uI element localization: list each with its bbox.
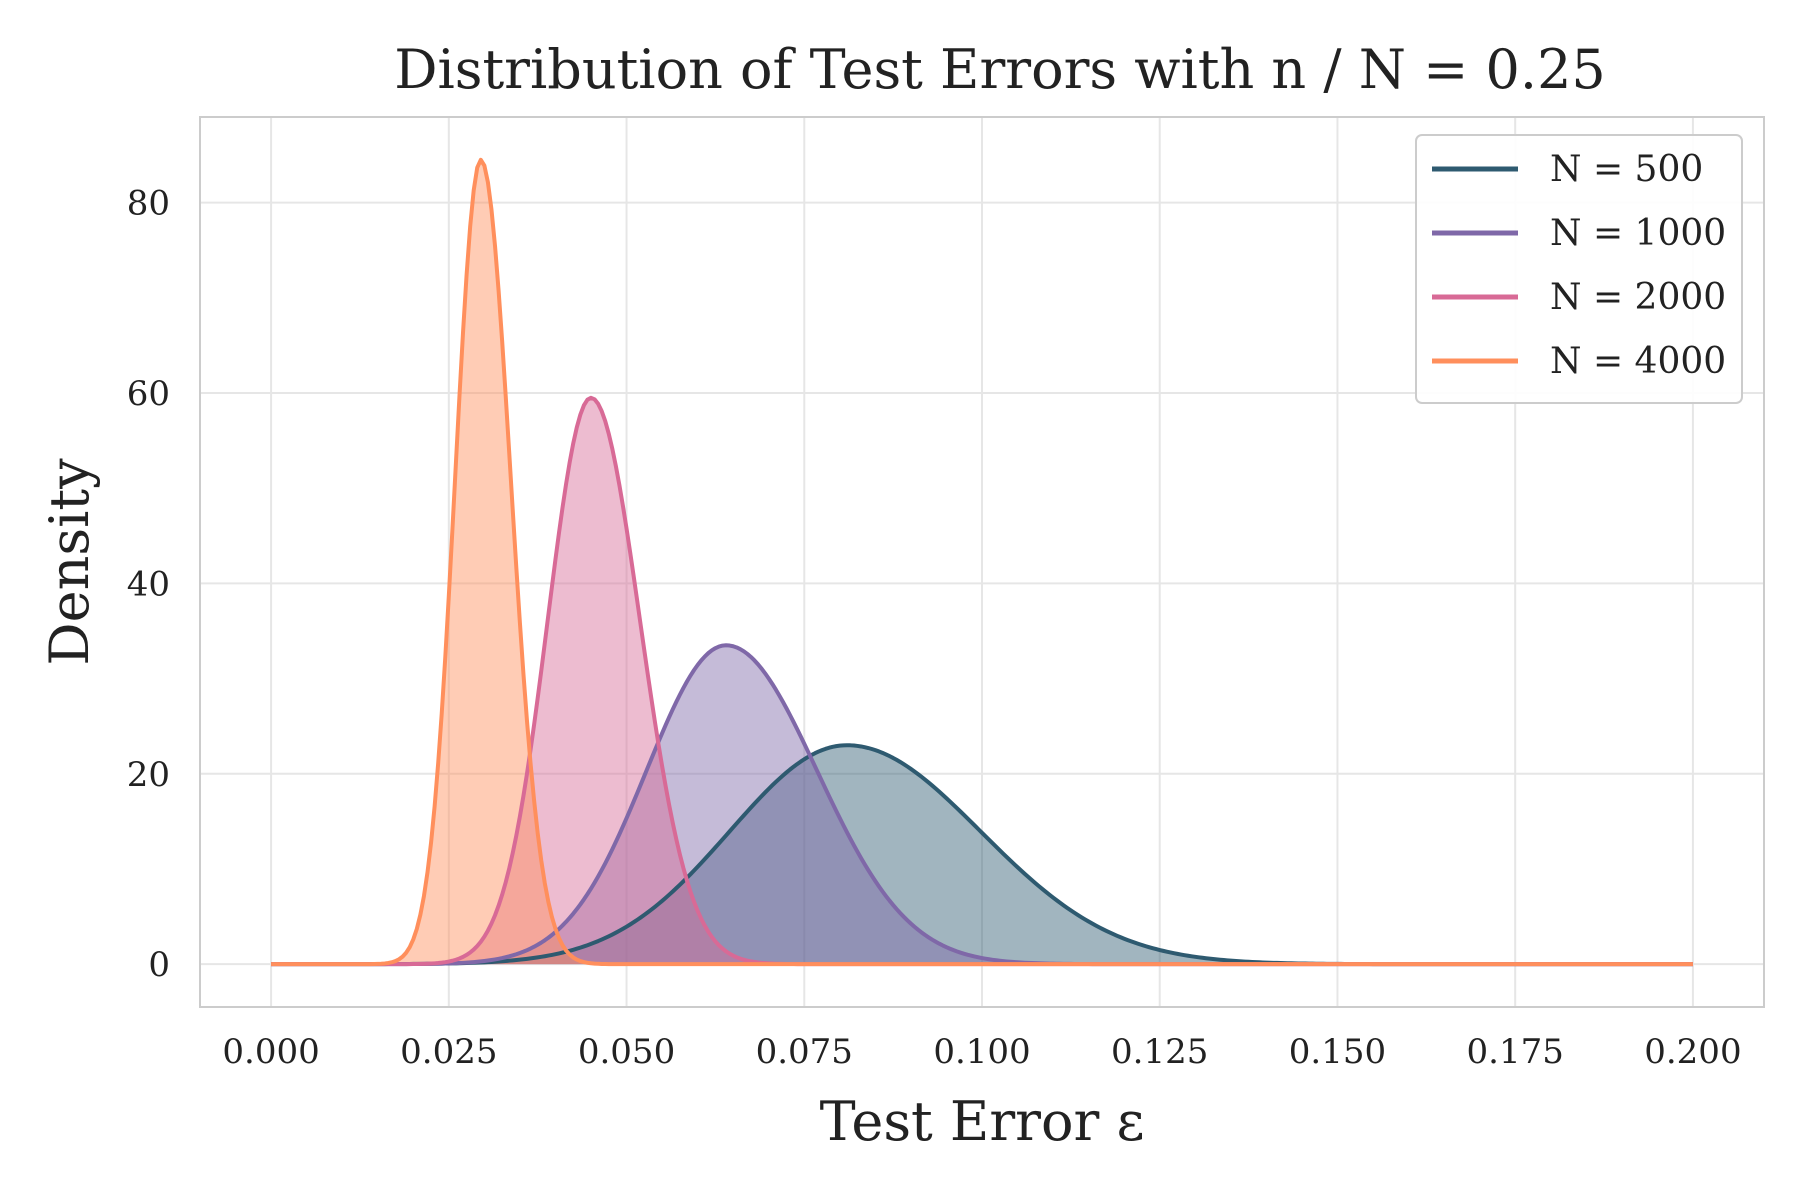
- plot-frame: [199, 116, 1765, 1008]
- legend-label: N = 500: [1550, 149, 1703, 190]
- density-area-1: [271, 645, 1693, 965]
- x-tick-label: 0.075: [756, 1032, 853, 1072]
- legend-label: N = 2000: [1550, 277, 1726, 318]
- x-tick-label: 0.025: [400, 1032, 497, 1072]
- x-axis-label: Test Error ε: [820, 1090, 1145, 1153]
- x-tick-label: 0.125: [1111, 1032, 1208, 1072]
- y-tick-label: 20: [127, 755, 170, 795]
- x-tick-label: 0.175: [1467, 1032, 1564, 1072]
- x-tick-label: 0.050: [578, 1032, 675, 1072]
- density-line-3: [271, 157, 1693, 967]
- x-tick-label: 0.150: [1289, 1032, 1386, 1072]
- y-axis-label: Density: [38, 458, 101, 666]
- y-tick-label: 60: [127, 374, 170, 414]
- x-tick-label: 0.000: [222, 1032, 319, 1072]
- y-tick-label: 40: [127, 564, 170, 604]
- density-lines: [271, 157, 1693, 967]
- y-axis-ticks: 0 20 40 60 80: [127, 184, 170, 985]
- legend-box: [1415, 134, 1743, 404]
- x-axis-ticks: 0.000 0.025 0.050 0.075 0.100 0.125 0.150 0.175…: [222, 1032, 1741, 1072]
- x-tick-label: 0.100: [933, 1032, 1030, 1072]
- legend: N = 500 N = 1000 N = 2000 N = 4000: [1415, 134, 1743, 404]
- legend-label: N = 1000: [1550, 213, 1726, 254]
- y-tick-label: 0: [148, 945, 170, 985]
- chart-title: Distribution of Test Errors with n / N =…: [394, 38, 1606, 101]
- x-tick-label: 0.200: [1644, 1032, 1741, 1072]
- y-tick-label: 80: [127, 184, 170, 224]
- legend-label: N = 4000: [1550, 341, 1726, 382]
- density-area-0: [271, 745, 1693, 965]
